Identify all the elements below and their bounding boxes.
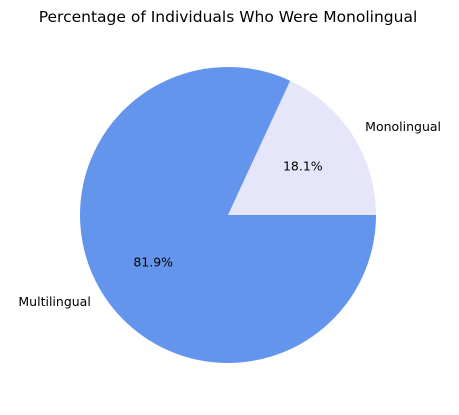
slice-label-monolingual: Monolingual <box>365 119 441 134</box>
pie-slice-monolingual <box>228 80 376 215</box>
chart-title: Percentage of Individuals Who Were Monol… <box>39 8 418 26</box>
pie-labels: Monolingual 18.1% Multilingual 81.9% <box>18 119 441 309</box>
slice-label-multilingual: Multilingual <box>18 294 90 309</box>
slice-value-monolingual: 18.1% <box>283 159 323 174</box>
pie-slice-multilingual <box>80 67 377 364</box>
slice-value-multilingual: 81.9% <box>133 254 173 269</box>
pie-slices <box>80 67 377 364</box>
